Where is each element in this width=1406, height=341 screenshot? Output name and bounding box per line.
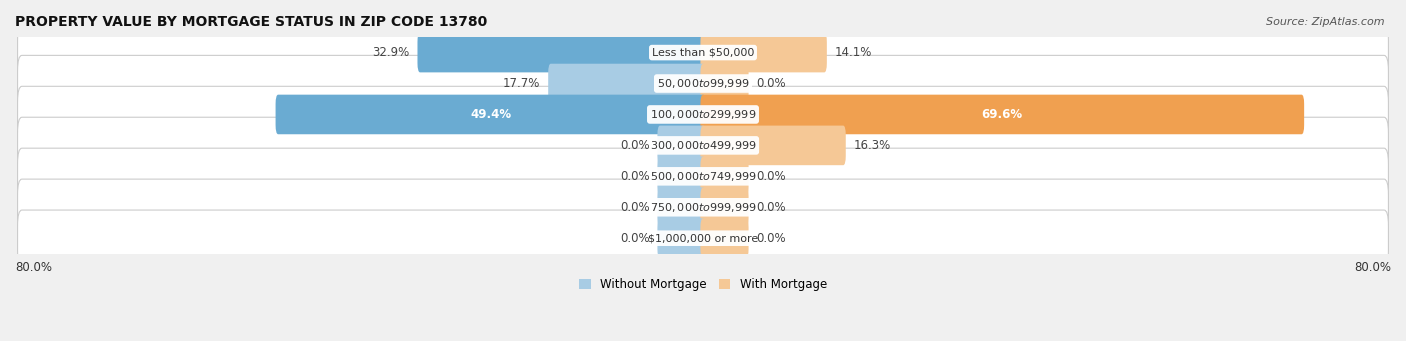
Text: $100,000 to $299,999: $100,000 to $299,999 — [650, 108, 756, 121]
Text: 80.0%: 80.0% — [1354, 262, 1391, 275]
Legend: Without Mortgage, With Mortgage: Without Mortgage, With Mortgage — [574, 273, 832, 295]
FancyBboxPatch shape — [18, 210, 1388, 266]
FancyBboxPatch shape — [700, 125, 846, 165]
Text: 0.0%: 0.0% — [756, 232, 786, 245]
FancyBboxPatch shape — [18, 86, 1388, 143]
Text: 17.7%: 17.7% — [503, 77, 540, 90]
Text: Source: ZipAtlas.com: Source: ZipAtlas.com — [1267, 17, 1385, 27]
Text: $750,000 to $999,999: $750,000 to $999,999 — [650, 201, 756, 214]
FancyBboxPatch shape — [700, 33, 827, 72]
Text: 0.0%: 0.0% — [620, 139, 650, 152]
FancyBboxPatch shape — [700, 64, 748, 103]
FancyBboxPatch shape — [18, 148, 1388, 205]
FancyBboxPatch shape — [658, 188, 706, 227]
FancyBboxPatch shape — [276, 95, 706, 134]
Text: 0.0%: 0.0% — [756, 201, 786, 214]
Text: 80.0%: 80.0% — [15, 262, 52, 275]
Text: $1,000,000 or more: $1,000,000 or more — [648, 233, 758, 243]
Text: $50,000 to $99,999: $50,000 to $99,999 — [657, 77, 749, 90]
FancyBboxPatch shape — [700, 188, 748, 227]
Text: 14.1%: 14.1% — [835, 46, 872, 59]
Text: 0.0%: 0.0% — [620, 232, 650, 245]
FancyBboxPatch shape — [658, 157, 706, 196]
FancyBboxPatch shape — [418, 33, 706, 72]
FancyBboxPatch shape — [18, 179, 1388, 235]
Text: 0.0%: 0.0% — [620, 170, 650, 183]
Text: $500,000 to $749,999: $500,000 to $749,999 — [650, 170, 756, 183]
FancyBboxPatch shape — [18, 55, 1388, 112]
Text: 69.6%: 69.6% — [981, 108, 1022, 121]
Text: 16.3%: 16.3% — [853, 139, 891, 152]
FancyBboxPatch shape — [700, 95, 1305, 134]
FancyBboxPatch shape — [700, 157, 748, 196]
Text: 0.0%: 0.0% — [756, 77, 786, 90]
Text: PROPERTY VALUE BY MORTGAGE STATUS IN ZIP CODE 13780: PROPERTY VALUE BY MORTGAGE STATUS IN ZIP… — [15, 15, 488, 29]
Text: $300,000 to $499,999: $300,000 to $499,999 — [650, 139, 756, 152]
Text: Less than $50,000: Less than $50,000 — [652, 48, 754, 58]
FancyBboxPatch shape — [700, 218, 748, 258]
FancyBboxPatch shape — [658, 125, 706, 165]
FancyBboxPatch shape — [18, 25, 1388, 81]
Text: 0.0%: 0.0% — [756, 170, 786, 183]
Text: 32.9%: 32.9% — [373, 46, 409, 59]
FancyBboxPatch shape — [18, 117, 1388, 174]
FancyBboxPatch shape — [548, 64, 706, 103]
Text: 49.4%: 49.4% — [470, 108, 512, 121]
Text: 0.0%: 0.0% — [620, 201, 650, 214]
FancyBboxPatch shape — [658, 218, 706, 258]
